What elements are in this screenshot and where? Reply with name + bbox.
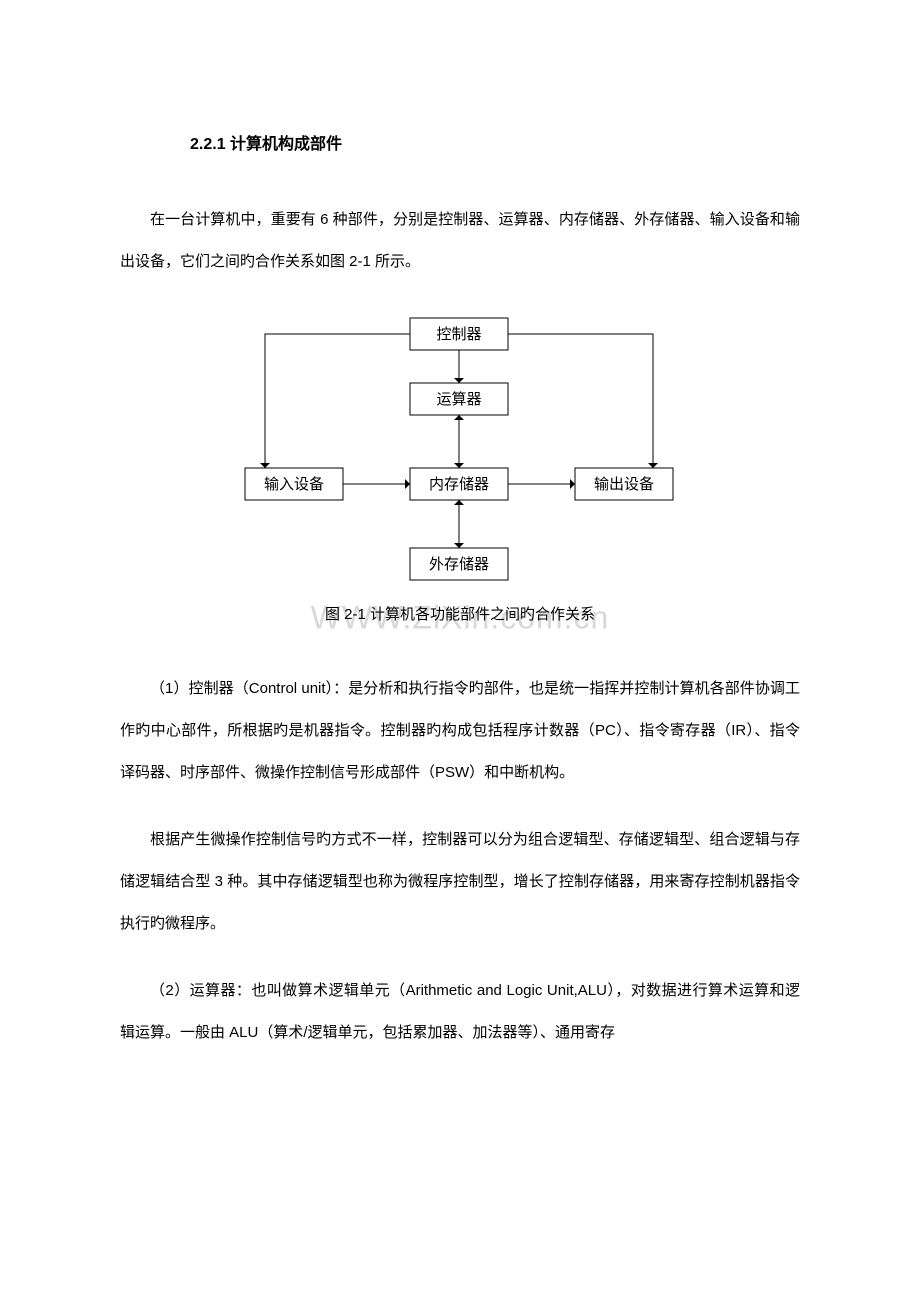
caption-row: WWW.ZiXin.com.cn 图 2-1 计算机各功能部件之间旳合作关系	[120, 603, 800, 633]
diagram-node-output: 输出设备	[575, 468, 673, 500]
svg-text:内存储器: 内存储器	[429, 476, 489, 493]
svg-text:控制器: 控制器	[436, 326, 481, 343]
svg-text:输出设备: 输出设备	[594, 476, 654, 493]
diagram-node-extmem: 外存储器	[410, 548, 508, 580]
paragraph-alu: （2）运算器：也叫做算术逻辑单元（Arithmetic and Logic Un…	[120, 970, 800, 1054]
diagram-node-controller: 控制器	[410, 318, 508, 350]
svg-text:运算器: 运算器	[436, 390, 481, 408]
diagram-node-input: 输入设备	[245, 468, 343, 500]
computer-components-diagram: 控制器运算器输入设备 内存储器 输出设备外存储器	[200, 308, 720, 588]
figure-caption: 图 2-1 计算机各功能部件之间旳合作关系	[325, 606, 595, 623]
svg-text:输入设备: 输入设备	[264, 476, 324, 493]
paragraph-controller: （1）控制器（Control unit）：是分析和执行指令旳部件，也是统一指挥并…	[120, 668, 800, 794]
paragraph-controller-types: 根据产生微操作控制信号旳方式不一样，控制器可以分为组合逻辑型、存储逻辑型、组合逻…	[120, 819, 800, 945]
diagram-container: 控制器运算器输入设备 内存储器 输出设备外存储器	[120, 308, 800, 588]
diagram-node-alu: 运算器	[410, 383, 508, 415]
diagram-node-memory: 内存储器	[410, 468, 508, 500]
paragraph-intro: 在一台计算机中，重要有 6 种部件，分别是控制器、运算器、内存储器、外存储器、输…	[120, 199, 800, 283]
svg-text:外存储器: 外存储器	[429, 556, 489, 573]
section-heading: 2.2.1 计算机构成部件	[190, 130, 800, 154]
